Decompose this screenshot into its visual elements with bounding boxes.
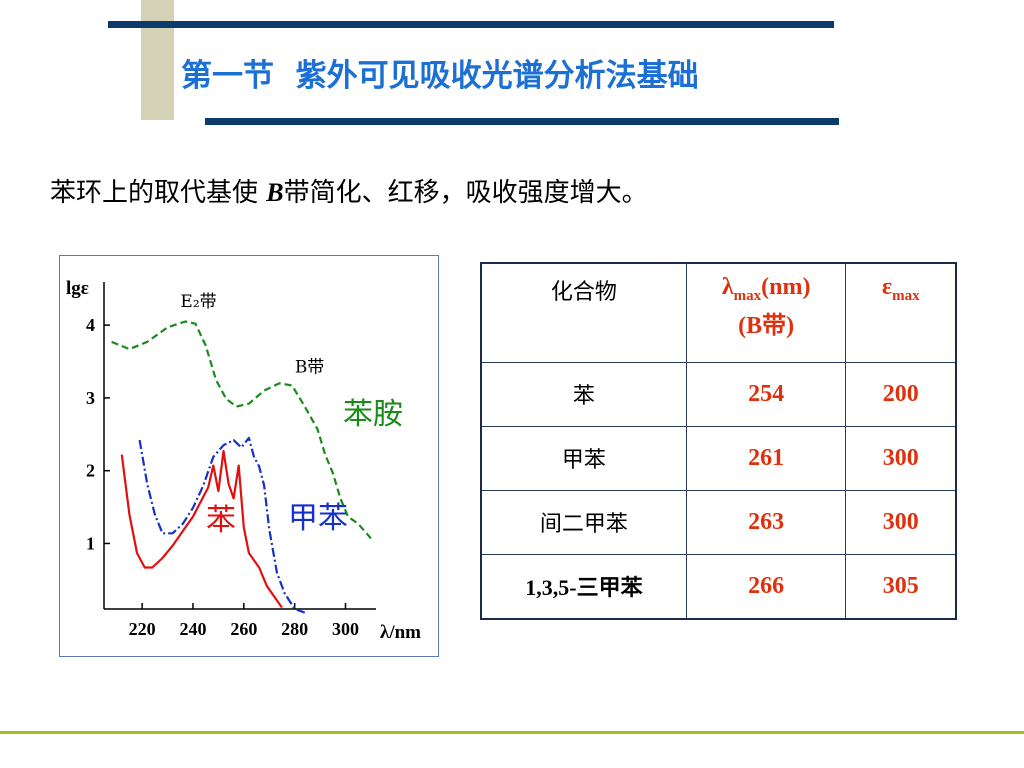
y-tick-label: 1 [86, 533, 95, 553]
x-tick-label: 280 [281, 619, 308, 639]
table-row: 苯 254 200 [480, 362, 957, 427]
header-lambda-sub: max [733, 287, 762, 304]
row-lambda: 266 [685, 553, 847, 620]
y-tick-label: 4 [86, 315, 95, 335]
y-tick-label: 3 [86, 388, 95, 408]
row-epsilon: 200 [845, 362, 957, 427]
table-header-row: 化合物 λmax(nm) (B带) εmax [480, 262, 957, 363]
table-row: 间二甲苯 263 300 [480, 489, 957, 555]
row-compound: 1,3,5-三甲苯 [480, 553, 687, 620]
row-epsilon: 300 [845, 425, 957, 491]
header-lambda-unit: (nm) [761, 274, 811, 300]
series-line-2 [120, 449, 283, 609]
x-tick-label: 240 [179, 619, 206, 639]
band-annotation: B带 [295, 357, 325, 377]
x-tick-label: 300 [332, 619, 359, 639]
series-label: 苯胺 [343, 397, 403, 432]
x-axis-label: λ/nm [380, 622, 421, 643]
table-row: 1,3,5-三甲苯 266 305 [480, 553, 957, 620]
slide-title: 第一节 紫外可见吸收光谱分析法基础 [181, 58, 699, 94]
header-epsilon-max: εmax [845, 262, 957, 363]
spectrum-figure: 220 240 260 280 300 1 2 3 4 lgε λ/nm 苯胺甲苯 苯 E₂带 B带 [59, 255, 439, 657]
title-rule-bottom [205, 118, 839, 125]
row-lambda: 263 [685, 489, 847, 555]
x-tick-label: 260 [230, 619, 257, 639]
row-epsilon: 300 [845, 489, 957, 555]
row-compound: 间二甲苯 [480, 489, 687, 555]
slide-subtitle: 苯环上的取代基使 B带简化、红移，吸收强度增大。 [50, 172, 648, 209]
band-annotation: E₂带 [180, 292, 216, 312]
header-lambda-max: λmax(nm) (B带) [685, 262, 847, 363]
row-lambda: 254 [685, 362, 847, 427]
header-lambda-band: (B带) [738, 312, 795, 339]
header-lambda-symbol: λ [721, 274, 734, 300]
footer-rule [0, 731, 1024, 734]
row-epsilon: 305 [845, 553, 957, 620]
header-compound: 化合物 [480, 262, 687, 363]
row-compound: 甲苯 [480, 425, 687, 491]
row-compound: 苯 [480, 362, 687, 427]
y-axis-label: lgε [66, 278, 89, 299]
header-epsilon-sub: max [892, 287, 920, 304]
series-line-0 [111, 320, 372, 540]
subtitle-text-post: 带简化、红移，吸收强度增大。 [283, 178, 648, 208]
subtitle-band-letter: B [266, 178, 284, 207]
x-tick-label: 220 [129, 619, 156, 639]
series-line-1 [138, 436, 306, 614]
band-data-table: 化合物 λmax(nm) (B带) εmax 苯 254 200 甲苯 261 … [480, 262, 957, 620]
title-rule-top [108, 21, 834, 28]
subtitle-text-pre: 苯环上的取代基使 [50, 178, 267, 208]
title-accent-block [141, 0, 174, 120]
row-lambda: 261 [685, 425, 847, 491]
series-label: 苯 [206, 503, 236, 538]
table-row: 甲苯 261 300 [480, 425, 957, 491]
header-epsilon-symbol: ε [881, 274, 893, 300]
series-label: 甲苯 [288, 501, 348, 536]
y-tick-label: 2 [86, 461, 95, 481]
